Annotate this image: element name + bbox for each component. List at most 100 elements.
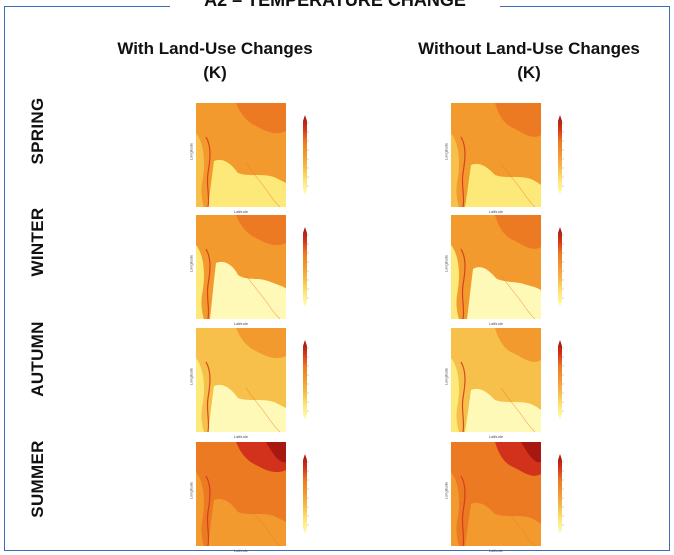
colorbar-wrapper bbox=[300, 115, 310, 195]
map-y-axis-label: Longitude bbox=[188, 481, 194, 500]
column-title-with-luc: With Land-Use Changes (K) bbox=[70, 37, 360, 85]
warming-hotspot-northeast bbox=[266, 442, 286, 463]
column-title-text: With Land-Use Changes bbox=[117, 39, 313, 58]
row-label-spring: SPRING bbox=[28, 97, 47, 165]
coastline-mountain-band bbox=[460, 475, 466, 547]
coastal-region-west bbox=[451, 472, 459, 546]
southern-plains-region bbox=[208, 384, 286, 432]
map-x-axis-label: Latitude bbox=[233, 209, 249, 214]
frame-bottom-border bbox=[4, 550, 670, 551]
warming-hotspot-north bbox=[236, 215, 286, 246]
southern-plains-region bbox=[210, 261, 286, 319]
map-y-axis-label: Longitude bbox=[443, 142, 449, 161]
colorbar-wrapper bbox=[555, 454, 565, 534]
map-y-axis-label: Longitude bbox=[443, 367, 449, 386]
colorbar bbox=[558, 115, 564, 195]
southern-plains-region bbox=[208, 498, 286, 546]
map-x-axis-label: Latitude bbox=[233, 548, 249, 553]
warming-hotspot-north bbox=[236, 328, 286, 359]
coastline-mountain-band bbox=[205, 248, 211, 320]
coastal-region-west bbox=[451, 133, 459, 207]
map-x-axis-label: Latitude bbox=[488, 548, 504, 553]
southern-plains-region bbox=[465, 502, 541, 546]
map-x-axis-label: Latitude bbox=[233, 321, 249, 326]
colorbar bbox=[303, 340, 309, 420]
row-label-winter: WINTER bbox=[28, 207, 47, 277]
coastal-region-west bbox=[196, 358, 204, 432]
temperature-map bbox=[196, 103, 286, 208]
map-y-axis-label: Longitude bbox=[443, 481, 449, 500]
coastline-mountain-band bbox=[460, 136, 466, 208]
southern-plains-region bbox=[467, 267, 541, 319]
temperature-map bbox=[451, 442, 541, 547]
map-winter-with-luc bbox=[196, 215, 286, 320]
temperature-map bbox=[196, 215, 286, 320]
colorbar-wrapper bbox=[555, 115, 565, 195]
temperature-map bbox=[451, 215, 541, 320]
coastline-mountain-band bbox=[205, 136, 211, 208]
temperature-map bbox=[196, 328, 286, 433]
colorbar bbox=[558, 340, 564, 420]
colorbar bbox=[558, 454, 564, 534]
slide-title: A2 – TEMPERATURE CHANGE bbox=[204, 0, 466, 10]
coastal-region-west bbox=[196, 245, 204, 319]
map-summer-without-luc bbox=[451, 442, 541, 547]
river-line bbox=[245, 501, 281, 547]
warming-hotspot-north bbox=[236, 103, 286, 134]
map-x-axis-label: Latitude bbox=[488, 434, 504, 439]
warming-hotspot-north bbox=[495, 215, 541, 249]
river-line bbox=[245, 162, 281, 208]
southern-plains-region bbox=[465, 163, 541, 207]
map-x-axis-label: Latitude bbox=[233, 434, 249, 439]
river-line bbox=[245, 387, 281, 433]
column-title-text: Without Land-Use Changes bbox=[418, 39, 640, 58]
colorbar-wrapper bbox=[300, 227, 310, 307]
row-label-summer: SUMMER bbox=[28, 440, 47, 518]
river-line bbox=[500, 387, 536, 433]
colorbar bbox=[303, 454, 309, 534]
temperature-map bbox=[196, 442, 286, 547]
warming-hotspot-north bbox=[495, 328, 541, 362]
coastline-mountain-band bbox=[205, 361, 211, 433]
map-summer-with-luc bbox=[196, 442, 286, 547]
temperature-map bbox=[451, 103, 541, 208]
colorbar bbox=[303, 227, 309, 307]
colorbar-wrapper bbox=[555, 227, 565, 307]
temperature-map bbox=[451, 328, 541, 433]
map-winter-without-luc bbox=[451, 215, 541, 320]
colorbar bbox=[558, 227, 564, 307]
map-autumn-without-luc bbox=[451, 328, 541, 433]
coastal-region-west bbox=[196, 133, 204, 207]
warming-hotspot-northeast bbox=[521, 442, 541, 463]
coastal-region-west bbox=[451, 358, 459, 432]
coastline-mountain-band bbox=[460, 248, 466, 320]
frame-right-border bbox=[669, 6, 670, 551]
colorbar-wrapper bbox=[555, 340, 565, 420]
column-title-without-luc: Without Land-Use Changes (K) bbox=[384, 37, 674, 85]
map-spring-without-luc bbox=[451, 103, 541, 208]
column-unit: (K) bbox=[517, 63, 541, 82]
river-line bbox=[500, 162, 536, 208]
coastline-mountain-band bbox=[205, 475, 211, 547]
southern-plains-region bbox=[208, 159, 286, 207]
map-y-axis-label: Longitude bbox=[188, 367, 194, 386]
southern-plains-region bbox=[465, 388, 541, 432]
map-autumn-with-luc bbox=[196, 328, 286, 433]
river-line bbox=[245, 274, 281, 320]
row-label-autumn: AUTUMN bbox=[28, 321, 47, 397]
river-line bbox=[500, 274, 536, 320]
coastal-region-west bbox=[196, 472, 204, 546]
warming-hotspot-north bbox=[495, 103, 541, 137]
map-spring-with-luc bbox=[196, 103, 286, 208]
coastal-region-west bbox=[451, 245, 459, 319]
title-mask bbox=[170, 0, 500, 10]
coastline-mountain-band bbox=[460, 361, 466, 433]
map-x-axis-label: Latitude bbox=[488, 321, 504, 326]
colorbar-wrapper bbox=[300, 340, 310, 420]
frame-left-border bbox=[4, 6, 5, 551]
colorbar bbox=[303, 115, 309, 195]
river-line bbox=[500, 501, 536, 547]
map-x-axis-label: Latitude bbox=[488, 209, 504, 214]
map-y-axis-label: Longitude bbox=[443, 254, 449, 273]
